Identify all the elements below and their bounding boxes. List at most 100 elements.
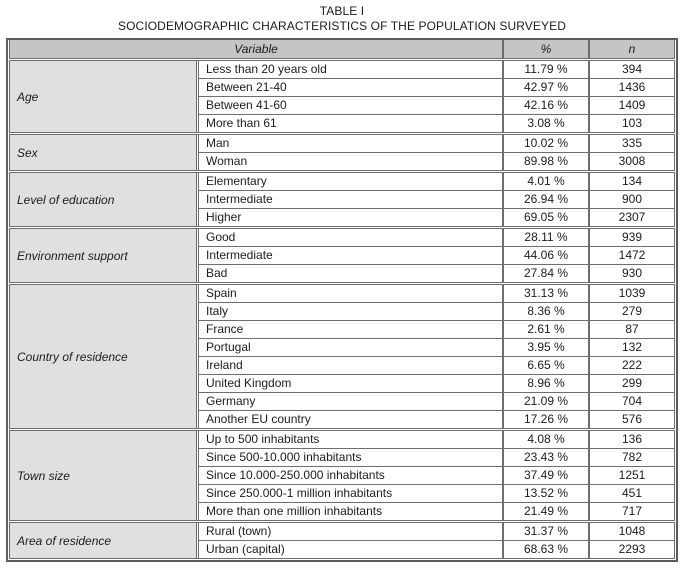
variable-value-cell: Higher: [206, 210, 242, 224]
n-cell: 704: [588, 393, 674, 410]
column-header-n: n: [588, 40, 674, 58]
variable-value-cell: Intermediate: [206, 192, 273, 206]
group-sex: Sex Man 10.02 % 335 Woman 89.98 % 3008: [9, 134, 675, 171]
n-cell: 782: [588, 449, 674, 466]
percent-cell: 3.95 %: [502, 339, 588, 356]
n-cell: 335: [588, 135, 674, 152]
variable-value-cell: Good: [206, 230, 236, 244]
table-row: More than one million inhabitants 21.49 …: [199, 502, 674, 520]
table-row: Up to 500 inhabitants 4.08 % 136: [199, 431, 674, 448]
table-row: More than 61 3.08 % 103: [199, 114, 674, 132]
percent-cell: 4.01 %: [502, 173, 588, 190]
variable-value-cell: Since 500-10.000 inhabitants: [206, 450, 362, 464]
percent-cell: 23.43 %: [502, 449, 588, 466]
n-cell: 1409: [588, 97, 674, 114]
variable-value-cell: Italy: [206, 304, 229, 318]
variable-value-cell: Man: [206, 136, 230, 150]
column-header-percent: %: [502, 40, 588, 58]
variable-value-cell: Elementary: [206, 174, 267, 188]
percent-cell: 31.13 %: [502, 285, 588, 302]
table-row: Since 500-10.000 inhabitants 23.43 % 782: [199, 448, 674, 466]
group-rows: Less than 20 years old 11.79 % 394 Betwe…: [196, 61, 674, 132]
percent-cell: 26.94 %: [502, 191, 588, 208]
n-cell: 451: [588, 485, 674, 502]
n-cell: 939: [588, 229, 674, 246]
n-cell: 717: [588, 503, 674, 520]
percent-cell: 8.96 %: [502, 375, 588, 392]
table-row: Less than 20 years old 11.79 % 394: [199, 61, 674, 78]
group-area-of-residence: Area of residence Rural (town) 31.37 % 1…: [9, 522, 675, 559]
n-cell: 576: [588, 411, 674, 428]
table-row: Spain 31.13 % 1039: [199, 285, 674, 302]
percent-cell: 37.49 %: [502, 467, 588, 484]
n-cell: 1048: [588, 523, 674, 540]
variable-value-cell: Germany: [206, 394, 256, 408]
n-cell: 1436: [588, 79, 674, 96]
n-cell: 3008: [588, 153, 674, 170]
table-row: Bad 27.84 % 930: [199, 264, 674, 282]
n-cell: 279: [588, 303, 674, 320]
table-row: United Kingdom 8.96 % 299: [199, 374, 674, 392]
percent-cell: 42.97 %: [502, 79, 588, 96]
sociodemographic-table: Variable % n Age Less than 20 years old …: [6, 38, 678, 562]
percent-cell: 68.63 %: [502, 541, 588, 558]
n-cell: 222: [588, 357, 674, 374]
table-row: Since 10.000-250.000 inhabitants 37.49 %…: [199, 466, 674, 484]
category-label: Level of education: [10, 173, 196, 226]
variable-value-cell: Ireland: [206, 358, 243, 372]
table-row: Urban (capital) 68.63 % 2293: [199, 540, 674, 558]
n-cell: 394: [588, 61, 674, 78]
variable-value-cell: United Kingdom: [206, 376, 292, 390]
variable-value-cell: Up to 500 inhabitants: [206, 432, 320, 446]
variable-value-cell: Since 250.000-1 million inhabitants: [206, 486, 393, 500]
table-row: Higher 69.05 % 2307: [199, 208, 674, 226]
percent-cell: 27.84 %: [502, 265, 588, 282]
percent-cell: 4.08 %: [502, 431, 588, 448]
group-environment-support: Environment support Good 28.11 % 939 Int…: [9, 228, 675, 283]
n-cell: 103: [588, 115, 674, 132]
percent-cell: 8.36 %: [502, 303, 588, 320]
n-cell: 132: [588, 339, 674, 356]
table-row: Intermediate 44.06 % 1472: [199, 246, 674, 264]
variable-value-cell: Portugal: [206, 340, 251, 354]
n-cell: 136: [588, 431, 674, 448]
group-rows: Good 28.11 % 939 Intermediate 44.06 % 14…: [196, 229, 674, 282]
variable-value-cell: Spain: [206, 286, 237, 300]
table-row: Since 250.000-1 million inhabitants 13.5…: [199, 484, 674, 502]
table-caption: TABLE I SOCIODEMOGRAPHIC CHARACTERISTICS…: [0, 4, 684, 34]
n-cell: 2307: [588, 209, 674, 226]
variable-value-cell: More than 61: [206, 116, 277, 130]
table-row: Another EU country 17.26 % 576: [199, 410, 674, 428]
variable-value-cell: More than one million inhabitants: [206, 504, 383, 518]
percent-cell: 44.06 %: [502, 247, 588, 264]
table-row: Germany 21.09 % 704: [199, 392, 674, 410]
n-cell: 1039: [588, 285, 674, 302]
percent-cell: 17.26 %: [502, 411, 588, 428]
table-row: Italy 8.36 % 279: [199, 302, 674, 320]
n-cell: 1472: [588, 247, 674, 264]
category-label: Age: [10, 61, 196, 132]
percent-cell: 42.16 %: [502, 97, 588, 114]
variable-value-cell: Between 21-40: [206, 80, 287, 94]
group-rows: Elementary 4.01 % 134 Intermediate 26.94…: [196, 173, 674, 226]
percent-cell: 69.05 %: [502, 209, 588, 226]
n-cell: 1251: [588, 467, 674, 484]
category-label: Country of residence: [10, 285, 196, 428]
variable-value-cell: Between 41-60: [206, 98, 287, 112]
percent-cell: 21.49 %: [502, 503, 588, 520]
variable-value-cell: Bad: [206, 266, 228, 280]
percent-cell: 10.02 %: [502, 135, 588, 152]
column-header-variable: Variable: [234, 42, 278, 56]
variable-value-cell: Rural (town): [206, 524, 272, 538]
table-row: Good 28.11 % 939: [199, 229, 674, 246]
table-row: Between 41-60 42.16 % 1409: [199, 96, 674, 114]
table-row: Rural (town) 31.37 % 1048: [199, 523, 674, 540]
n-cell: 2293: [588, 541, 674, 558]
n-cell: 134: [588, 173, 674, 190]
group-country-of-residence: Country of residence Spain 31.13 % 1039 …: [9, 284, 675, 429]
n-cell: 87: [588, 321, 674, 338]
variable-value-cell: Since 10.000-250.000 inhabitants: [206, 468, 385, 482]
table-row: Intermediate 26.94 % 900: [199, 190, 674, 208]
variable-value-cell: Less than 20 years old: [206, 62, 327, 76]
n-cell: 900: [588, 191, 674, 208]
